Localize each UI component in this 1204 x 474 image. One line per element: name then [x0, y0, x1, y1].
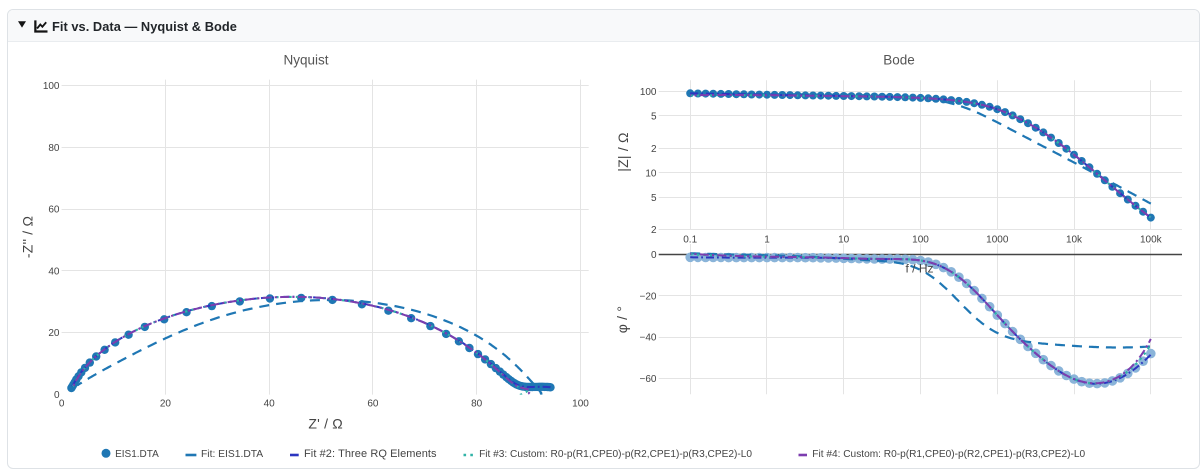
svg-text:0: 0: [651, 250, 657, 261]
svg-text:2: 2: [651, 225, 657, 236]
svg-text:10: 10: [645, 168, 657, 179]
svg-text:60: 60: [367, 399, 379, 410]
svg-text:20: 20: [160, 399, 172, 410]
svg-text:Fit: EIS1.DTA: Fit: EIS1.DTA: [201, 449, 263, 460]
svg-text:100: 100: [572, 399, 589, 410]
svg-text:100k: 100k: [1140, 235, 1163, 246]
svg-text:1000: 1000: [986, 235, 1009, 246]
svg-text:Z' / Ω: Z' / Ω: [308, 416, 343, 432]
svg-text:0: 0: [54, 390, 60, 401]
svg-text:φ / °: φ / °: [614, 306, 630, 333]
svg-text:Bode: Bode: [883, 53, 915, 68]
svg-text:40: 40: [264, 399, 276, 410]
svg-text:EIS1.DTA: EIS1.DTA: [115, 449, 159, 460]
svg-text:Fit #4: Custom: R0-p(R1,CPE0)-: Fit #4: Custom: R0-p(R1,CPE0)-p(R2,CPE1)…: [812, 449, 1085, 460]
svg-text:20: 20: [48, 328, 60, 339]
svg-text:5: 5: [651, 193, 657, 204]
svg-text:Fit #3: Custom: R0-p(R1,CPE0)-: Fit #3: Custom: R0-p(R1,CPE0)-p(R2,CPE1)…: [479, 449, 752, 460]
svg-text:−60: −60: [640, 374, 657, 385]
svg-text:−20: −20: [640, 291, 657, 302]
svg-text:80: 80: [471, 399, 483, 410]
svg-text:60: 60: [48, 205, 60, 216]
svg-text:−40: −40: [640, 333, 657, 344]
svg-text:f / Hz: f / Hz: [905, 262, 933, 276]
svg-text:Nyquist: Nyquist: [283, 53, 328, 68]
svg-text:0.1: 0.1: [683, 235, 697, 246]
svg-text:100: 100: [912, 235, 929, 246]
svg-text:2: 2: [651, 144, 657, 155]
svg-text:80: 80: [48, 143, 60, 154]
svg-text:10: 10: [838, 235, 850, 246]
svg-text:40: 40: [48, 266, 60, 277]
svg-text:100: 100: [43, 81, 60, 92]
svg-text:10k: 10k: [1066, 235, 1083, 246]
svg-text:0: 0: [59, 399, 65, 410]
svg-text:-Z'' / Ω: -Z'' / Ω: [20, 216, 36, 258]
svg-text:|Z| / Ω: |Z| / Ω: [615, 132, 631, 171]
svg-text:1: 1: [764, 235, 770, 246]
svg-text:Fit #2: Three RQ Elements: Fit #2: Three RQ Elements: [304, 448, 437, 460]
svg-text:5: 5: [651, 112, 657, 123]
svg-text:100: 100: [640, 87, 657, 98]
